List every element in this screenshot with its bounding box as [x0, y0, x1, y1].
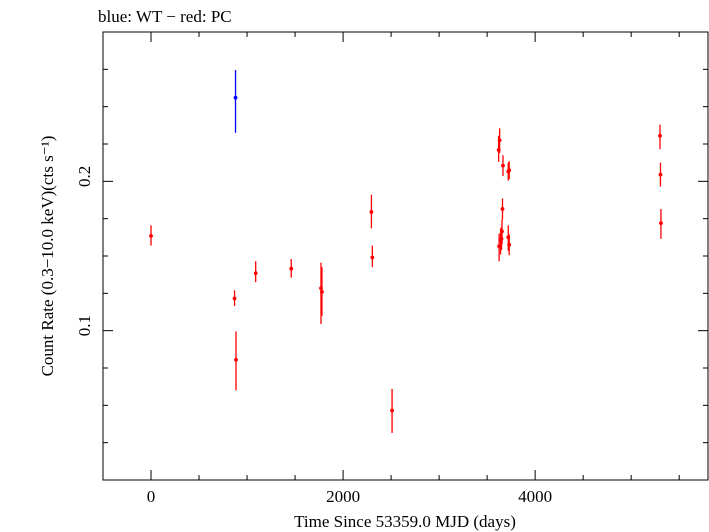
data-point [497, 244, 502, 249]
data-point [500, 229, 504, 234]
x-tick-label: 4000 [518, 487, 552, 506]
x-tick-label: 0 [147, 487, 156, 506]
error-bars [150, 70, 662, 433]
x-axis-label: Time Since 53359.0 MJD (days) [294, 512, 516, 531]
data-point [319, 286, 323, 291]
data-point [507, 168, 512, 173]
data-point [659, 221, 663, 226]
data-point [497, 138, 502, 143]
data-point [390, 408, 394, 413]
chart-title: blue: WT − red: PC [98, 7, 232, 26]
y-tick-label: 0.1 [75, 315, 94, 336]
data-point [496, 148, 501, 152]
data-point [501, 163, 505, 168]
data-point [507, 242, 512, 247]
data-point [253, 271, 258, 276]
data-point [369, 210, 374, 214]
data-points [149, 95, 663, 413]
data-point [149, 233, 153, 238]
data-point [500, 207, 505, 211]
y-tick-label: 0.2 [75, 166, 94, 187]
data-point [320, 289, 324, 294]
axis-ticks [102, 32, 708, 480]
data-point [506, 235, 511, 240]
data-point [232, 296, 237, 301]
data-point [370, 255, 375, 260]
data-point [289, 266, 294, 271]
data-point [658, 172, 663, 177]
data-point [499, 236, 504, 241]
axis-tick-labels: 0 2000 4000 0.1 0.2 [75, 166, 552, 506]
plot-frame [102, 31, 709, 481]
y-axis-label: Count Rate (0.3−10.0 keV)(cts s⁻¹) [38, 136, 57, 377]
data-point [234, 357, 238, 362]
data-point [658, 133, 662, 138]
data-point [233, 95, 238, 100]
x-tick-label: 2000 [326, 487, 360, 506]
